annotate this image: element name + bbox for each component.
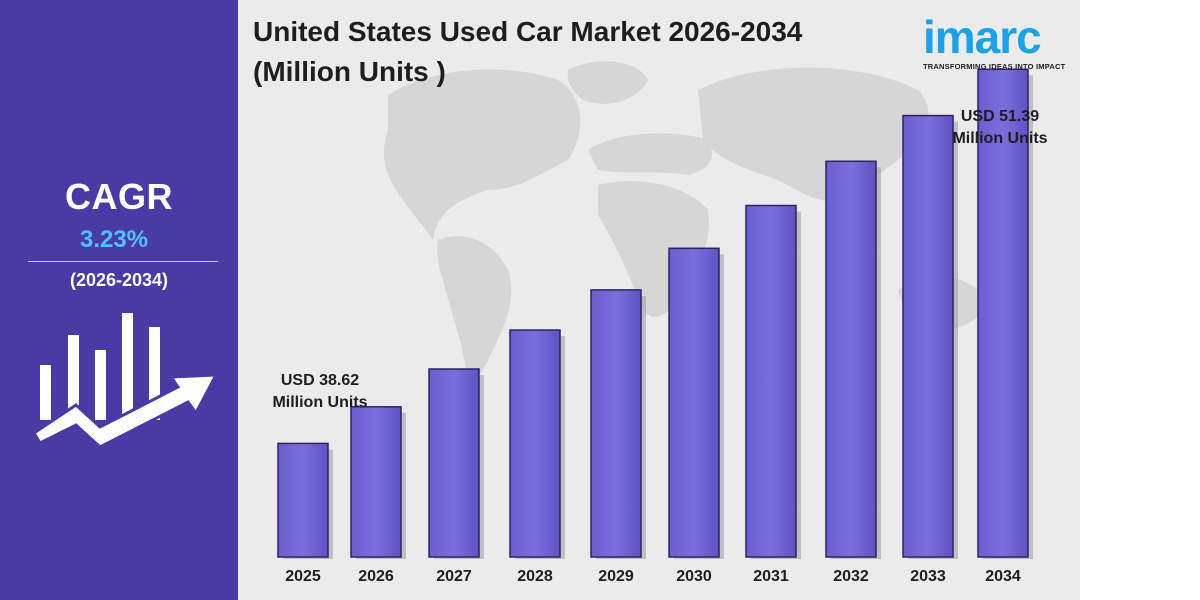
cagr-value: 3.23% xyxy=(79,226,149,253)
bar-2026 xyxy=(350,406,402,558)
bar-2025 xyxy=(277,442,329,558)
logo-tagline: TRANSFORMING IDEAS INTO IMPACT xyxy=(923,62,1066,71)
x-tick-label: 2030 xyxy=(676,568,712,585)
chart-title-line: United States Used Car Market 2026-2034 xyxy=(253,16,803,47)
bar-2033 xyxy=(902,114,954,558)
x-tick-label: 2028 xyxy=(517,568,553,585)
cagr-label: CAGR xyxy=(65,176,173,217)
bar-2029 xyxy=(590,289,642,558)
last-value-unit: Million Units xyxy=(952,130,1048,147)
cagr-period: (2026-2034) xyxy=(69,270,169,290)
imarc-logo: imarc TRANSFORMING IDEAS INTO IMPACT xyxy=(923,12,1073,72)
bar-2027 xyxy=(428,368,480,558)
x-tick-label: 2033 xyxy=(910,568,946,585)
x-tick-label: 2027 xyxy=(436,568,472,585)
x-tick-label: 2032 xyxy=(833,568,869,585)
logo-wordmark: imarc xyxy=(923,11,1042,63)
cagr-panel: CAGR 3.23% (2026-2034) xyxy=(0,0,238,600)
first-value-annotation: USD 38.62 Million Units xyxy=(250,370,390,414)
x-tick-label: 2025 xyxy=(285,568,321,585)
last-value-amount: USD 51.39 xyxy=(960,108,1040,125)
first-value-amount: USD 38.62 xyxy=(280,372,360,389)
bar-2031 xyxy=(745,204,797,558)
x-tick-label: 2029 xyxy=(598,568,634,585)
last-value-annotation: USD 51.39 Million Units xyxy=(930,106,1070,150)
growth-chart-icon xyxy=(31,313,219,449)
bar-2032 xyxy=(825,160,877,558)
x-tick-label: 2034 xyxy=(985,568,1021,585)
chart-title: United States Used Car Market 2026-2034 … xyxy=(253,12,913,92)
x-tick-label: 2026 xyxy=(358,568,394,585)
bar-2030 xyxy=(668,247,720,558)
bar-2034 xyxy=(977,68,1029,558)
first-value-unit: Million Units xyxy=(272,394,368,411)
x-tick-label: 2031 xyxy=(753,568,789,585)
chart-subtitle: (Million Units ) xyxy=(253,56,446,87)
cagr-divider xyxy=(28,261,218,262)
bar-2028 xyxy=(509,329,561,558)
